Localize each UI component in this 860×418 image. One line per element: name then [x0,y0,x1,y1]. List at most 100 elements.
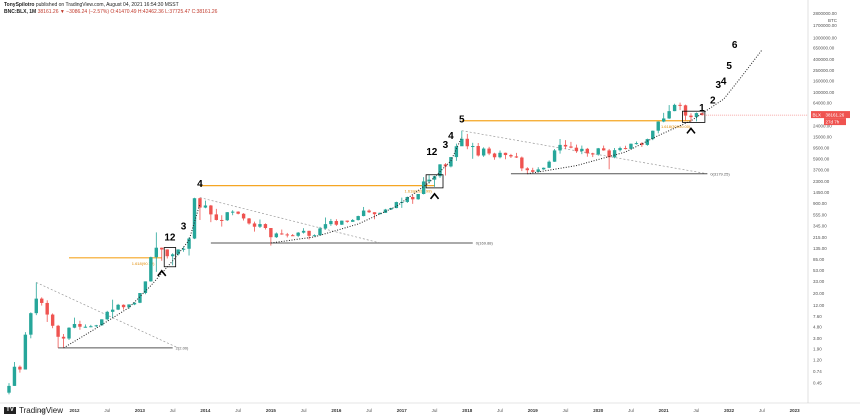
candle-body [394,202,399,209]
month-tick-label: Jul [170,408,176,413]
price-tick-label: 650000.00 [813,46,835,51]
ohlc-values: 38161.26 ▼ −3086.24 (−2.57%) O:41470.49 … [37,9,218,15]
candle-body [378,212,382,215]
consolidation-box [425,174,444,189]
candle-body [67,327,71,339]
candle-body [7,385,11,393]
candle-body [105,311,109,320]
candle-body [520,157,524,169]
candle-body [236,211,240,214]
price-tick-label: 85.00 [813,257,825,262]
candle-body [40,298,44,303]
price-tick-label: 900.00 [813,201,827,206]
candle-body [574,147,579,152]
candle-body [176,249,180,255]
time-axis[interactable]: 2011Jul2012Jul2013Jul2014Jul2015Jul2016J… [0,402,860,413]
author-name[interactable]: TonySpilotro [4,2,35,8]
wave-count-label: 6 [732,40,738,51]
year-tick-label: 2017 [397,408,408,413]
candle-body [569,146,573,148]
wave-count-label: 1 [426,147,432,158]
price-tick-label: 250000.00 [813,68,835,73]
candle-body [634,143,639,145]
candle-body [110,309,115,312]
price-tick-label: 1450.00 [813,190,830,195]
candle-body [481,148,486,156]
wave-count-label: 1 [164,232,170,243]
candle-body [683,105,688,116]
month-tick-label: Jul [694,408,700,413]
candle-body [667,111,671,119]
candle-body [552,150,557,162]
candle-body [23,334,28,370]
candle-body [661,118,666,122]
candle-body [247,218,251,224]
candle-body [181,248,186,250]
candle-body [656,121,660,131]
candle-body [29,313,33,335]
candle-body [351,220,355,222]
candle-body [329,221,333,225]
candle-body [503,152,508,156]
candle-body [623,148,628,150]
tradingview-footer: TV TradingView [4,406,63,415]
price-tick-label: 7.60 [813,314,822,319]
candle-body [416,194,420,200]
price-tick-label: 215.00 [813,235,827,240]
month-tick-label: Jul [39,408,45,413]
support-label: 2(2.00) [176,345,189,350]
candle-body [585,148,590,154]
candle-body [645,139,650,145]
candle-body [56,325,60,337]
candle-body [307,230,311,236]
wave-count-label: 4 [721,76,727,87]
candle-body [405,196,409,202]
price-tick-label: 15000.00 [813,135,832,140]
candle-body [323,224,328,229]
candle-body [225,212,229,221]
price-tick-label: 1700000.00 [813,23,837,28]
caret-up-icon [686,127,696,134]
price-tick-label: 9500.00 [813,145,830,150]
candle-body [471,146,475,148]
candle-body [432,176,437,180]
candle-body [116,304,120,310]
price-tick-label: 160000.00 [813,79,835,84]
price-badge [811,111,824,119]
candle-body [509,155,513,157]
month-tick-label: Jul [104,408,110,413]
candle-body [121,304,126,308]
candle-body [252,223,257,227]
candle-body [291,235,295,237]
candle-body [301,230,306,233]
candle-body [192,198,197,239]
price-tick-label: 12.00 [813,303,825,308]
year-tick-label: 2012 [69,408,80,413]
candle-body [427,179,431,182]
price-tick-label: 400000.00 [813,57,835,62]
candle-body [640,143,644,145]
wave-count-label: 3 [443,140,449,151]
price-tick-label: 3700.00 [813,168,830,173]
month-tick-label: Jul [432,408,438,413]
candle-body [143,281,148,294]
price-tick-label: 5900.00 [813,157,830,162]
candle-body [269,228,273,238]
fib-label: 1.618(30000.00) [661,124,691,129]
price-tick-label: 555.00 [813,213,827,218]
candle-body [411,196,415,200]
candle-body [160,247,164,250]
candle-body [209,205,213,215]
year-tick-label: 2015 [266,408,277,413]
parabolic-curve [63,203,201,349]
candle-body [280,233,284,235]
price-axis[interactable]: 2800000.00 1700000.00 1000000.00 650000.00 4… [807,0,838,403]
candle-body [607,150,611,158]
candle-body [149,257,153,282]
candle-body [443,164,448,167]
price-tick-label: 1.90 [813,347,822,352]
symbol-label[interactable]: BNC:BLX, 1M [4,9,37,15]
price-badge-label: BLX [813,112,822,117]
last-price-badges: BLX 38161.26 27d 7h [701,111,850,126]
